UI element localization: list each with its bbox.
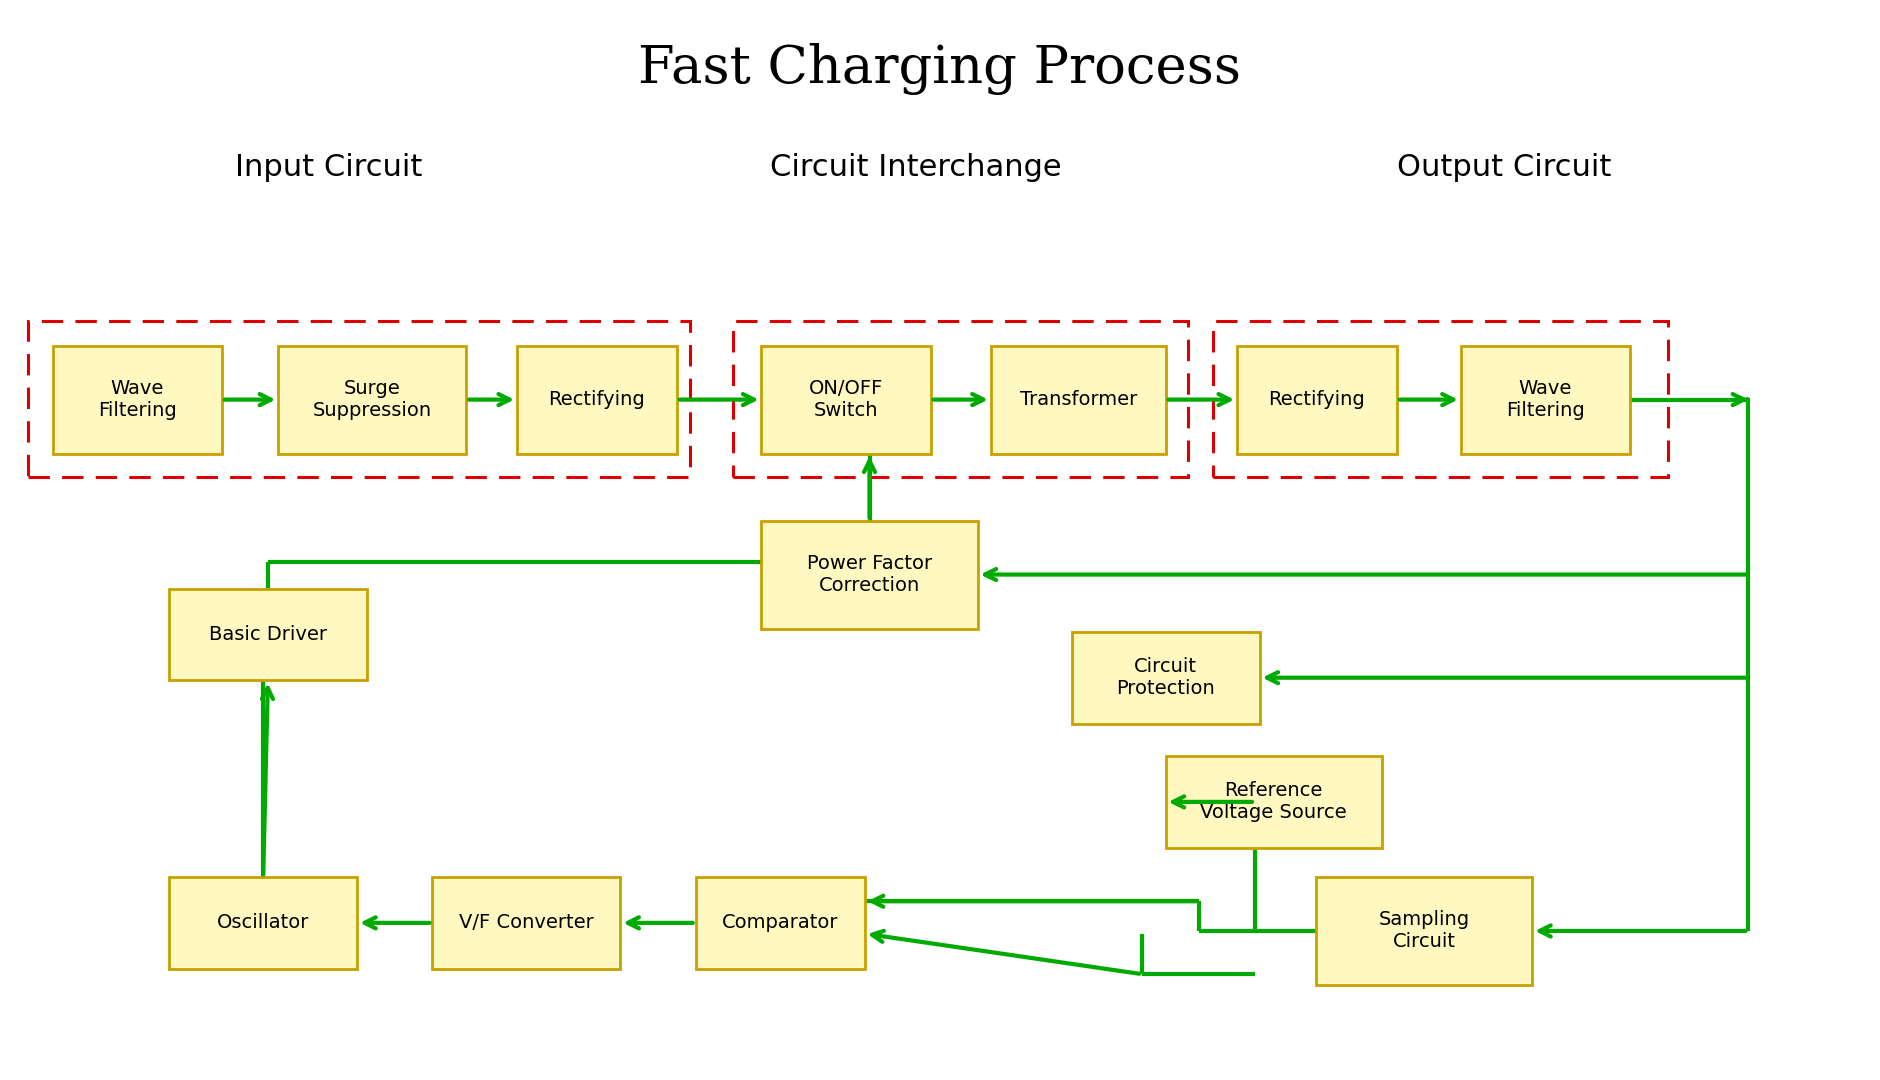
Text: Oscillator: Oscillator xyxy=(216,914,310,932)
Text: Power Factor
Correction: Power Factor Correction xyxy=(807,554,932,595)
FancyBboxPatch shape xyxy=(991,346,1166,454)
Text: Comparator: Comparator xyxy=(722,914,838,932)
FancyBboxPatch shape xyxy=(1316,877,1532,985)
Text: Input Circuit: Input Circuit xyxy=(235,153,423,181)
Text: Circuit Interchange: Circuit Interchange xyxy=(769,153,1062,181)
FancyBboxPatch shape xyxy=(169,589,367,680)
FancyBboxPatch shape xyxy=(1072,632,1260,724)
Text: Fast Charging Process: Fast Charging Process xyxy=(639,43,1241,95)
Bar xyxy=(1213,321,1668,477)
Text: Basic Driver: Basic Driver xyxy=(209,625,327,644)
Text: Transformer: Transformer xyxy=(1019,390,1137,409)
FancyBboxPatch shape xyxy=(517,346,677,454)
FancyBboxPatch shape xyxy=(696,877,865,969)
FancyBboxPatch shape xyxy=(53,346,222,454)
FancyBboxPatch shape xyxy=(1237,346,1397,454)
Text: Sampling
Circuit: Sampling Circuit xyxy=(1378,910,1470,951)
Bar xyxy=(28,321,690,477)
FancyBboxPatch shape xyxy=(761,346,931,454)
FancyBboxPatch shape xyxy=(1166,756,1382,848)
Text: Wave
Filtering: Wave Filtering xyxy=(1506,379,1585,420)
FancyBboxPatch shape xyxy=(761,521,978,629)
FancyBboxPatch shape xyxy=(1461,346,1630,454)
Text: Rectifying: Rectifying xyxy=(1269,390,1365,409)
Text: Rectifying: Rectifying xyxy=(549,390,645,409)
FancyBboxPatch shape xyxy=(278,346,466,454)
Bar xyxy=(733,321,1188,477)
FancyBboxPatch shape xyxy=(169,877,357,969)
Text: ON/OFF
Switch: ON/OFF Switch xyxy=(808,379,884,420)
Text: V/F Converter: V/F Converter xyxy=(459,914,594,932)
Text: Circuit
Protection: Circuit Protection xyxy=(1117,658,1214,698)
Text: Surge
Suppression: Surge Suppression xyxy=(312,379,432,420)
FancyBboxPatch shape xyxy=(432,877,620,969)
Text: Output Circuit: Output Circuit xyxy=(1397,153,1611,181)
Text: Reference
Voltage Source: Reference Voltage Source xyxy=(1201,782,1346,822)
Text: Wave
Filtering: Wave Filtering xyxy=(98,379,177,420)
